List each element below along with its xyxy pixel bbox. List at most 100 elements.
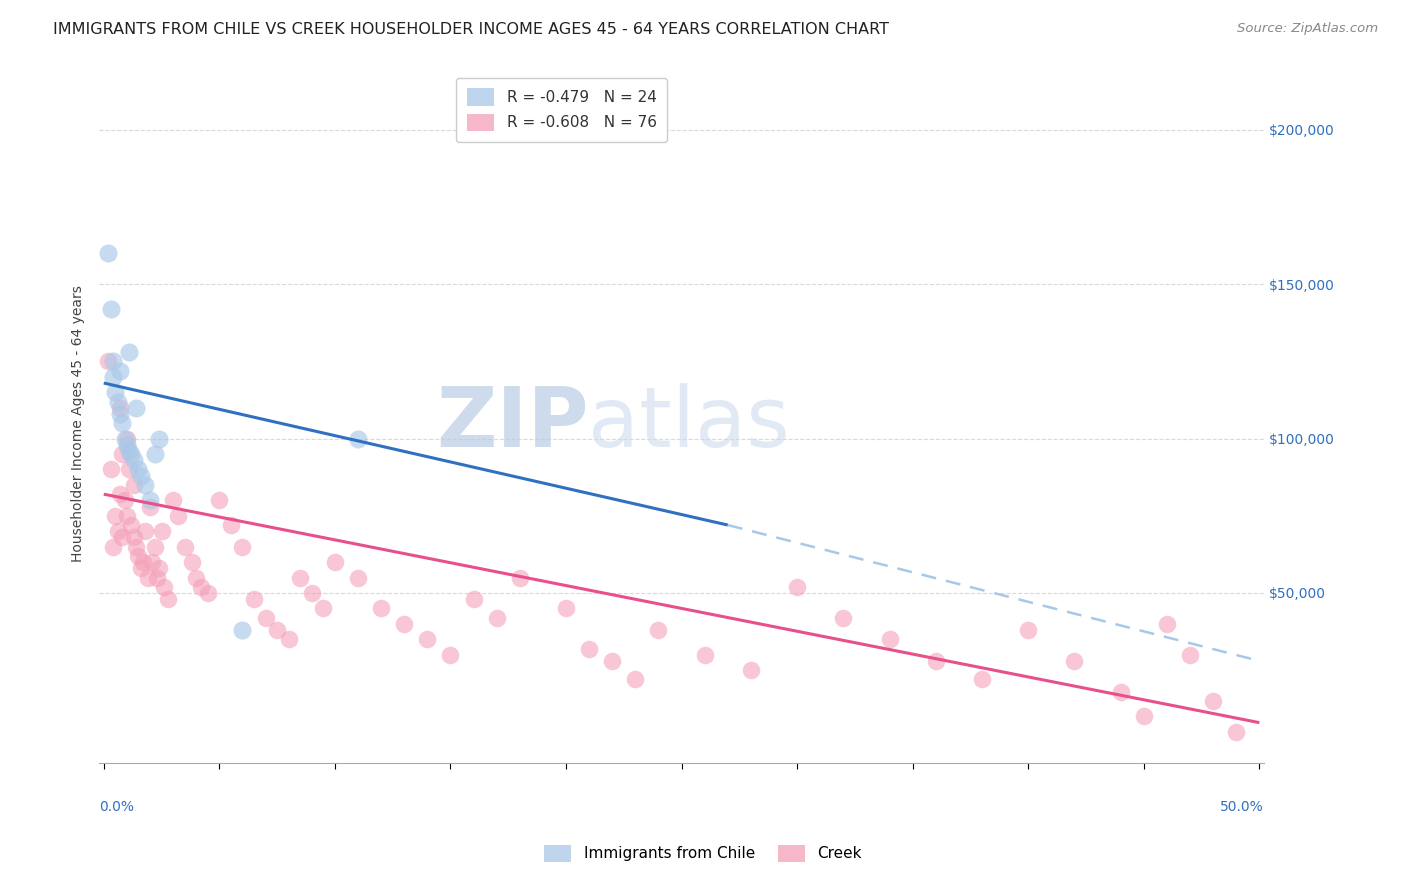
Point xyxy=(1109,685,1132,699)
Point xyxy=(111,530,134,544)
Point xyxy=(786,580,808,594)
Point xyxy=(1225,725,1247,739)
Point xyxy=(146,570,169,584)
Point xyxy=(148,561,170,575)
Point xyxy=(578,641,600,656)
Point xyxy=(115,432,138,446)
Text: ZIP: ZIP xyxy=(436,383,588,464)
Point xyxy=(115,438,138,452)
Point xyxy=(1202,694,1225,708)
Point xyxy=(231,623,253,637)
Text: 0.0%: 0.0% xyxy=(100,800,134,814)
Point xyxy=(115,508,138,523)
Point xyxy=(208,493,231,508)
Point xyxy=(190,580,212,594)
Text: 50.0%: 50.0% xyxy=(1220,800,1264,814)
Point xyxy=(143,540,166,554)
Point xyxy=(219,518,242,533)
Point xyxy=(970,673,993,687)
Point xyxy=(118,444,141,458)
Point xyxy=(312,601,335,615)
Point xyxy=(186,570,208,584)
Point xyxy=(231,540,253,554)
Point xyxy=(134,524,156,539)
Point xyxy=(114,432,136,446)
Point xyxy=(347,570,370,584)
Point xyxy=(134,478,156,492)
Point xyxy=(139,500,162,514)
Point xyxy=(370,601,392,615)
Point xyxy=(347,432,370,446)
Legend: Immigrants from Chile, Creek: Immigrants from Chile, Creek xyxy=(538,838,868,868)
Point xyxy=(1017,623,1039,637)
Point xyxy=(243,592,266,607)
Point xyxy=(153,580,176,594)
Point xyxy=(392,616,415,631)
Point xyxy=(122,530,145,544)
Point xyxy=(122,478,145,492)
Point xyxy=(925,654,948,668)
Point xyxy=(121,447,143,461)
Point xyxy=(416,632,439,647)
Point xyxy=(141,555,163,569)
Point xyxy=(148,432,170,446)
Point xyxy=(301,586,323,600)
Point xyxy=(509,570,531,584)
Point xyxy=(100,462,122,476)
Text: IMMIGRANTS FROM CHILE VS CREEK HOUSEHOLDER INCOME AGES 45 - 64 YEARS CORRELATION: IMMIGRANTS FROM CHILE VS CREEK HOUSEHOLD… xyxy=(53,22,890,37)
Point xyxy=(485,610,508,624)
Point xyxy=(108,407,131,421)
Point xyxy=(111,447,134,461)
Point xyxy=(97,246,120,260)
Point xyxy=(693,648,716,662)
Point xyxy=(101,369,124,384)
Point xyxy=(143,447,166,461)
Point xyxy=(166,508,188,523)
Point xyxy=(127,462,149,476)
Point xyxy=(600,654,623,668)
Point xyxy=(150,524,173,539)
Point xyxy=(555,601,578,615)
Point xyxy=(129,561,152,575)
Y-axis label: Householder Income Ages 45 - 64 years: Householder Income Ages 45 - 64 years xyxy=(72,285,86,562)
Text: Source: ZipAtlas.com: Source: ZipAtlas.com xyxy=(1237,22,1378,36)
Point xyxy=(104,508,127,523)
Point xyxy=(647,623,669,637)
Legend: R = -0.479   N = 24, R = -0.608   N = 76: R = -0.479 N = 24, R = -0.608 N = 76 xyxy=(456,78,668,142)
Point xyxy=(107,524,129,539)
Point xyxy=(1063,654,1085,668)
Point xyxy=(114,493,136,508)
Point xyxy=(129,468,152,483)
Point xyxy=(157,592,180,607)
Point xyxy=(463,592,485,607)
Point xyxy=(197,586,219,600)
Point xyxy=(125,540,148,554)
Point xyxy=(277,632,299,647)
Point xyxy=(879,632,901,647)
Point xyxy=(180,555,202,569)
Point xyxy=(122,453,145,467)
Point xyxy=(1133,709,1156,723)
Point xyxy=(108,487,131,501)
Point xyxy=(101,354,124,368)
Point xyxy=(121,518,143,533)
Point xyxy=(125,401,148,415)
Point xyxy=(100,301,122,316)
Point xyxy=(132,555,155,569)
Point xyxy=(136,570,159,584)
Point xyxy=(108,401,131,415)
Point xyxy=(832,610,855,624)
Point xyxy=(111,416,134,430)
Point xyxy=(1178,648,1201,662)
Point xyxy=(97,354,120,368)
Point xyxy=(254,610,277,624)
Point xyxy=(104,385,127,400)
Point xyxy=(139,493,162,508)
Point xyxy=(108,364,131,378)
Point xyxy=(1156,616,1178,631)
Point xyxy=(118,462,141,476)
Point xyxy=(290,570,312,584)
Point xyxy=(266,623,288,637)
Point xyxy=(740,663,762,677)
Point xyxy=(118,345,141,359)
